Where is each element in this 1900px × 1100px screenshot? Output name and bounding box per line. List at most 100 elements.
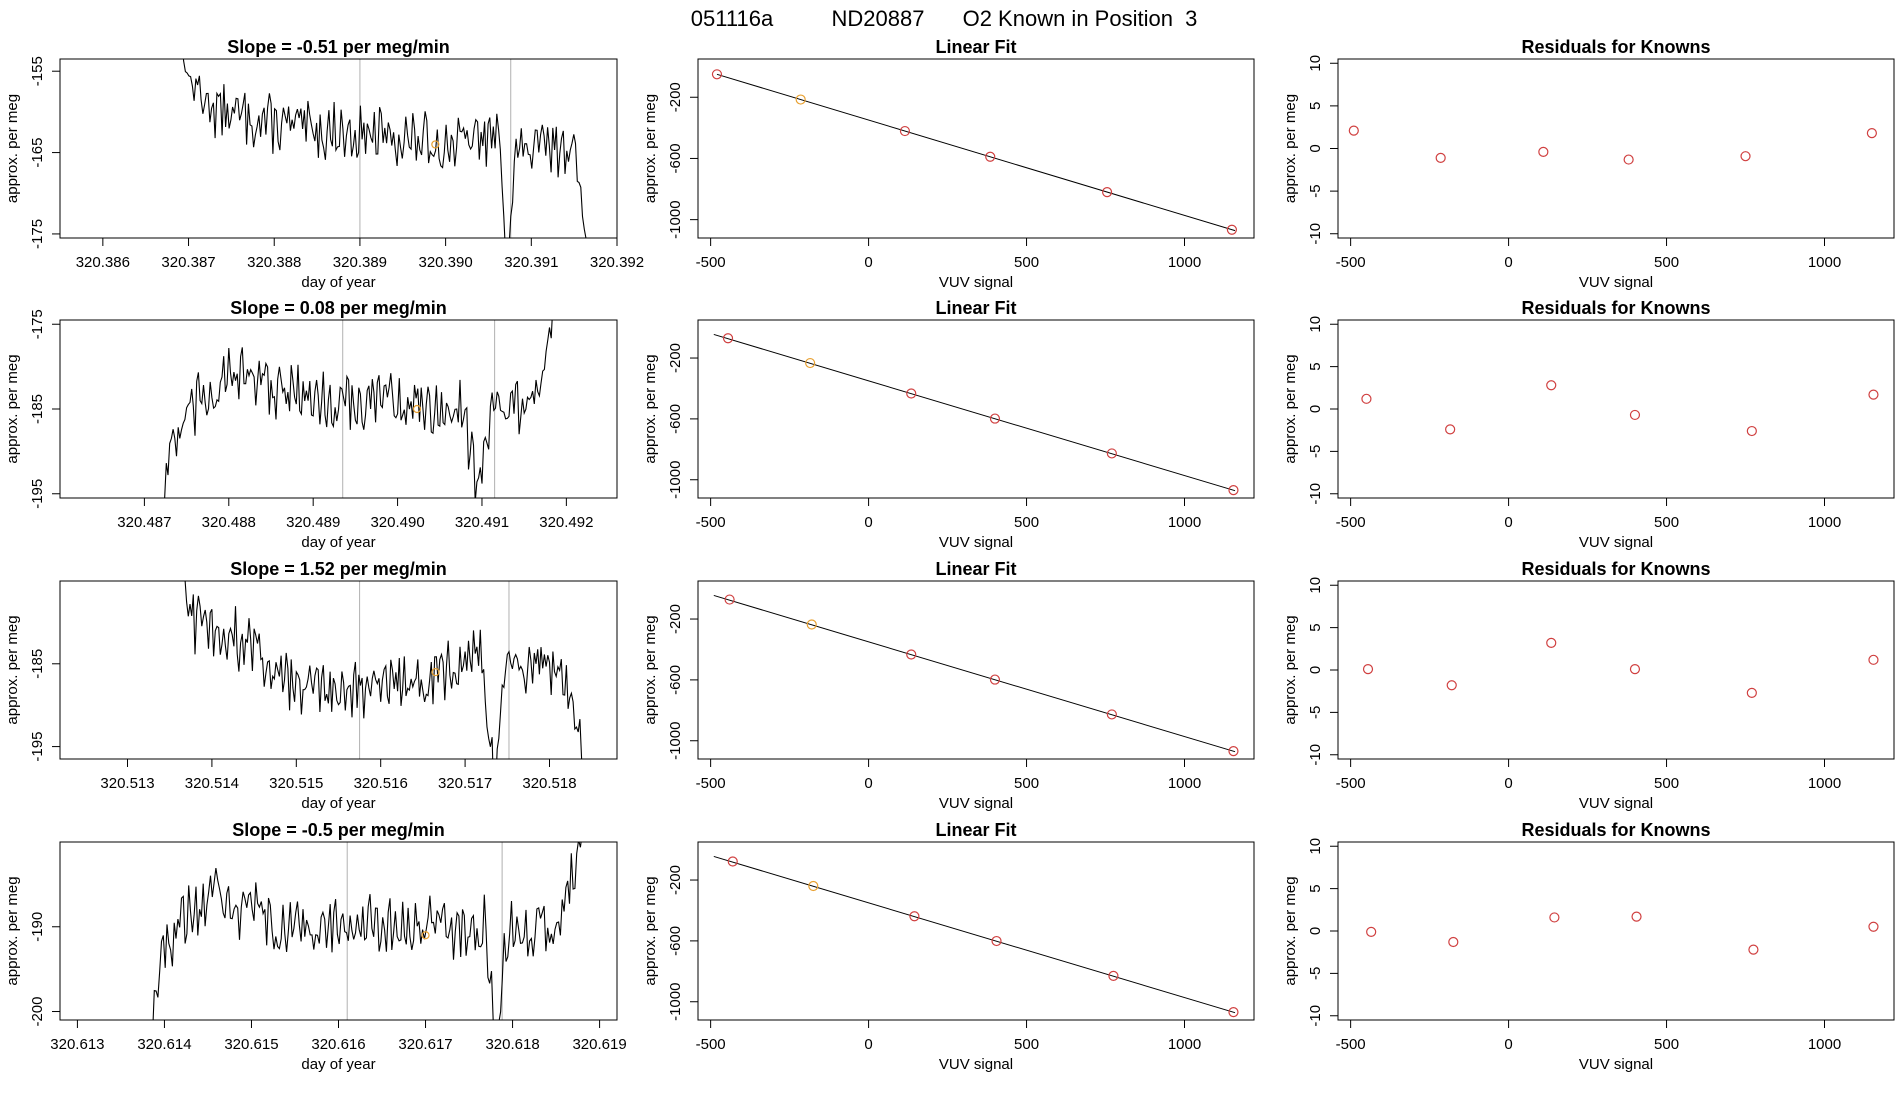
- fit-line: [713, 594, 1236, 753]
- plot-frame: [59, 580, 618, 760]
- y-tick-label: -165: [29, 138, 46, 168]
- known-point: [909, 911, 920, 922]
- known-point: [1228, 745, 1239, 757]
- plot-frame: [697, 580, 1255, 760]
- known-point: [1361, 393, 1372, 404]
- x-tick-label: 320.388: [247, 254, 301, 271]
- fit-line: [716, 73, 1236, 232]
- x-tick-label: 0: [1504, 775, 1512, 792]
- known-point: [1538, 146, 1549, 158]
- known-point: [1549, 912, 1560, 923]
- panel-grid: Slope = -0.51 per meg/min day of year appr…: [4, 37, 1895, 1073]
- known-point: [989, 413, 1001, 424]
- known-point: [1746, 687, 1757, 698]
- known-point: [1746, 425, 1757, 437]
- known-point: [1226, 224, 1237, 235]
- x-tick-label: 320.391: [504, 254, 558, 271]
- x-tick-label: 0: [1504, 1036, 1512, 1053]
- x-tick-label: 500: [1654, 514, 1679, 531]
- panel-title: Slope = 1.52 per meg/min: [230, 559, 447, 579]
- known-point: [724, 594, 735, 605]
- panel-title: Linear Fit: [935, 820, 1016, 840]
- y-tick-label: 10: [1307, 838, 1324, 855]
- signal-trace: [176, 59, 587, 238]
- fit-line: [713, 855, 1236, 1014]
- y-tick-label: -200: [667, 343, 684, 373]
- x-tick-label: 320.615: [224, 1036, 278, 1053]
- y-tick-label: -1000: [667, 722, 684, 760]
- known-point: [727, 856, 738, 867]
- known-point: [991, 935, 1002, 947]
- panel-title: Slope = -0.5 per meg/min: [232, 820, 445, 840]
- y-tick-label: -195: [29, 479, 46, 509]
- known-point: [1631, 911, 1642, 922]
- signal-trace: [164, 320, 553, 498]
- x-axis-label: VUV signal: [939, 795, 1013, 812]
- panel-r1-c2: Linear Fit VUV signal approx. per meg -500 0…: [642, 37, 1255, 291]
- x-tick-label: 320.389: [333, 254, 387, 271]
- y-axis-label: approx. per meg: [4, 876, 21, 985]
- plot-area: [1362, 637, 1879, 698]
- plot-frame: [1337, 580, 1895, 760]
- y-tick-label: 10: [1307, 577, 1324, 594]
- known-point: [1629, 409, 1641, 421]
- y-tick-label: -5: [1307, 967, 1324, 980]
- fit-line: [713, 333, 1236, 492]
- x-tick-label: 0: [864, 775, 872, 792]
- x-tick-label: 320.390: [418, 254, 472, 271]
- highlight-point: [431, 140, 440, 149]
- plot-frame: [59, 319, 618, 499]
- plot-frame: [1337, 319, 1895, 499]
- x-axis-label: day of year: [301, 274, 375, 291]
- panel-title: Residuals for Knowns: [1521, 559, 1710, 579]
- x-tick-label: 1000: [1168, 254, 1201, 271]
- x-axis-label: VUV signal: [939, 534, 1013, 551]
- x-tick-label: 320.489: [286, 514, 340, 531]
- panel-r4-c3: Residuals for Knowns VUV signal approx. pe…: [1282, 820, 1895, 1073]
- plot-frame: [697, 841, 1255, 1021]
- y-axis-label: approx. per meg: [4, 94, 21, 203]
- highlight-point: [805, 357, 816, 369]
- x-tick-label: 320.386: [76, 254, 130, 271]
- known-point: [711, 69, 723, 80]
- known-point: [1448, 936, 1459, 948]
- x-axis-label: day of year: [301, 534, 375, 551]
- panel-title: Residuals for Knowns: [1521, 820, 1710, 840]
- x-tick-label: 320.619: [572, 1036, 626, 1053]
- highlight-point: [806, 619, 817, 630]
- y-tick-label: 0: [1307, 144, 1324, 152]
- main-title: 051116a ND20887 O2 Known in Position 3: [691, 6, 1198, 31]
- y-tick-label: -10: [1307, 744, 1324, 766]
- plot-area: [184, 581, 583, 759]
- y-tick-label: -5: [1307, 706, 1324, 719]
- x-tick-label: 0: [864, 1036, 872, 1053]
- plot-frame: [697, 319, 1255, 499]
- known-point: [722, 333, 734, 344]
- x-axis-label: day of year: [301, 1056, 375, 1073]
- known-point: [1348, 125, 1359, 136]
- known-point: [985, 151, 996, 162]
- signal-trace: [184, 581, 583, 759]
- known-point: [1623, 154, 1634, 165]
- y-tick-label: -10: [1307, 483, 1324, 505]
- y-axis-label: approx. per meg: [1282, 354, 1299, 463]
- y-tick-label: 10: [1307, 316, 1324, 333]
- x-tick-label: -500: [696, 514, 726, 531]
- y-tick-label: -200: [667, 865, 684, 895]
- panel-r1-c1: Slope = -0.51 per meg/min day of year appr…: [4, 37, 644, 291]
- x-tick-label: 320.614: [137, 1036, 191, 1053]
- known-point: [906, 388, 917, 399]
- x-tick-label: -500: [1336, 1036, 1366, 1053]
- y-tick-label: 5: [1307, 623, 1324, 631]
- x-tick-label: 320.491: [455, 514, 509, 531]
- x-tick-label: 320.617: [398, 1036, 452, 1053]
- x-tick-label: 1000: [1168, 1036, 1201, 1053]
- plot-area: [713, 594, 1239, 757]
- x-tick-label: 0: [864, 254, 872, 271]
- x-tick-label: 1000: [1808, 1036, 1841, 1053]
- y-tick-label: -600: [667, 665, 684, 695]
- known-point: [989, 674, 1001, 685]
- x-tick-label: 500: [1014, 254, 1039, 271]
- plot-frame: [1337, 58, 1895, 239]
- x-tick-label: 500: [1654, 1036, 1679, 1053]
